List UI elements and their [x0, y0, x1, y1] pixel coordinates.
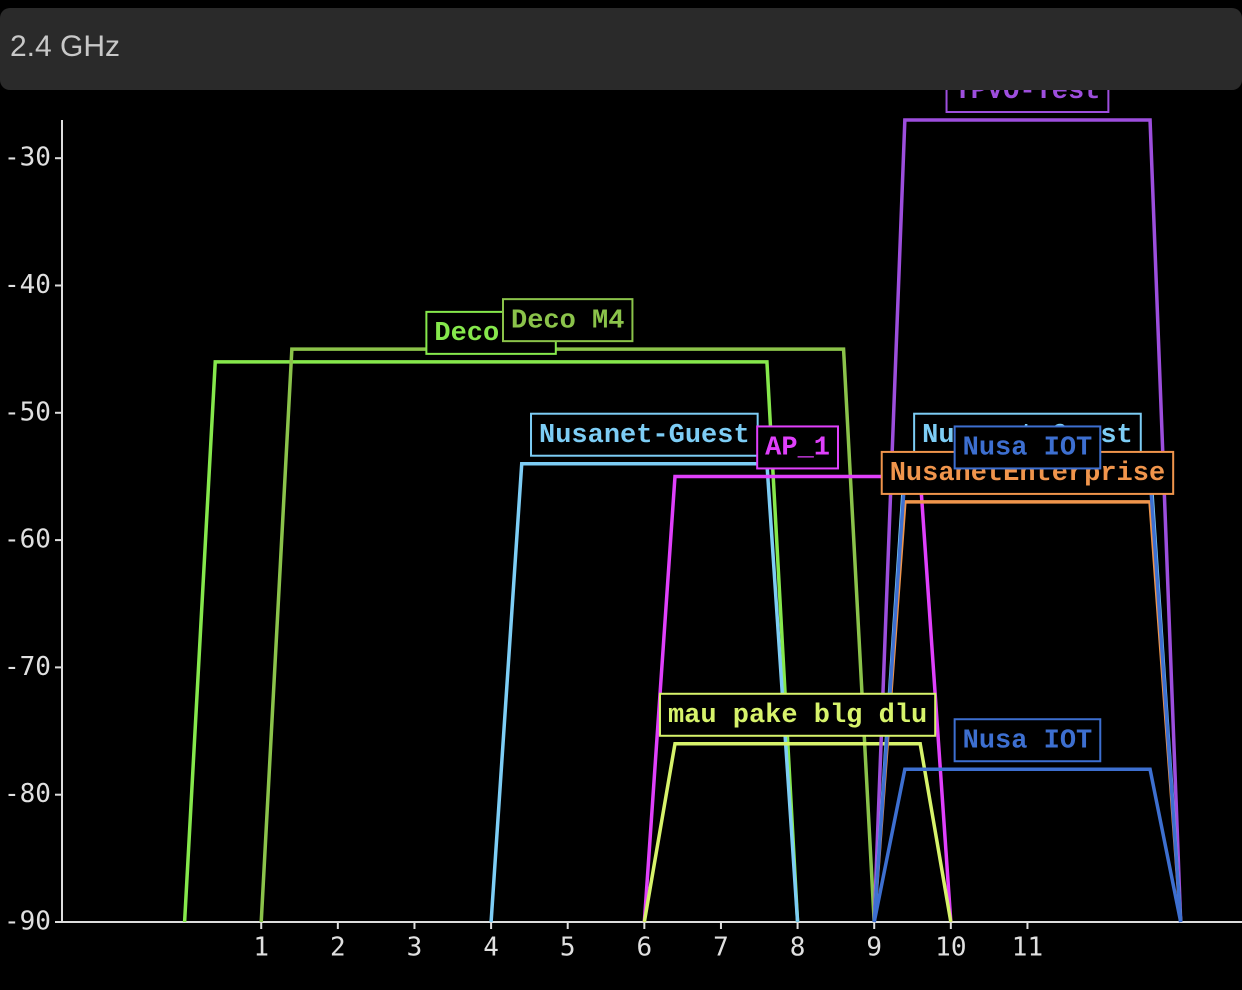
network-label: Nusanet-Guest — [530, 412, 759, 457]
network-label: AP_1 — [756, 425, 839, 470]
network-label-text: AP_1 — [765, 434, 830, 464]
network-label-box — [953, 425, 1102, 470]
header-bar — [0, 8, 1242, 90]
network-label-text: Nusanet-Guest — [539, 421, 750, 451]
network-label-box — [658, 692, 937, 737]
network-trace — [642, 742, 953, 923]
network-label: Deco M4 — [502, 298, 634, 343]
x-tick-label: 5 — [560, 933, 576, 963]
network-label-box — [530, 412, 759, 457]
x-tick-label: 11 — [1012, 933, 1043, 963]
network-label: NusanetEnterprise — [880, 450, 1175, 495]
x-tick-label: 10 — [935, 933, 966, 963]
y-tick-label: -70 — [4, 652, 51, 682]
network-label-text: Nusa IOT — [963, 434, 1093, 464]
network-label: Nusa IOT — [953, 718, 1102, 763]
network-label-box — [756, 425, 839, 470]
y-tick-label: -40 — [4, 270, 51, 300]
y-tick-label: -50 — [4, 397, 51, 427]
y-tick-label: -30 — [4, 143, 51, 173]
x-tick-label: 7 — [713, 933, 729, 963]
y-tick-label: -60 — [4, 525, 51, 555]
y-tick-label: -80 — [4, 779, 51, 809]
network-trace — [872, 767, 1183, 923]
network-trace — [872, 118, 1183, 923]
network-label: Nusa IOT — [953, 425, 1102, 470]
network-trace — [259, 347, 876, 923]
network-label-text: mau pake blg dlu — [668, 701, 927, 731]
x-tick-label: 3 — [407, 933, 423, 963]
header-title: 2.4 GHz — [10, 30, 120, 63]
network-label-box — [502, 298, 634, 343]
network-label-text: Deco M4 — [511, 306, 624, 336]
x-tick-label: 9 — [866, 933, 882, 963]
x-tick-label: 6 — [637, 933, 653, 963]
network-label: mau pake blg dlu — [658, 692, 937, 737]
x-tick-label: 8 — [790, 933, 806, 963]
x-tick-label: 2 — [330, 933, 346, 963]
x-tick-label: 1 — [253, 933, 269, 963]
network-label-box — [953, 718, 1102, 763]
y-tick-label: -90 — [4, 907, 51, 937]
plot: -90 -80 -70 -60 -50 -40 -30 1 2 3 4 5 6 7 8 9 10 11 Deco M… — [4, 69, 1242, 963]
network-label-text: Nusa IOT — [963, 726, 1093, 756]
network-trace — [182, 360, 800, 923]
x-tick-label: 4 — [483, 933, 499, 963]
